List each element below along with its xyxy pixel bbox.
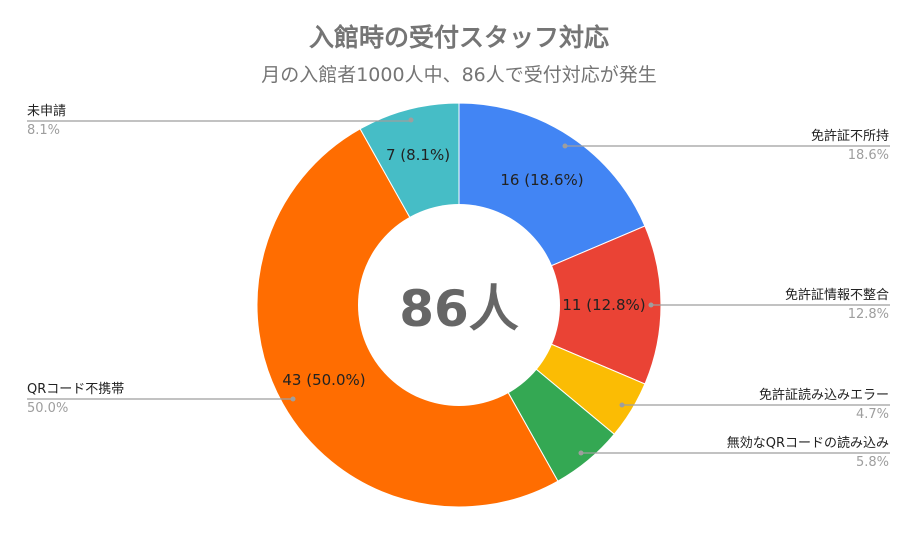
donut-hole xyxy=(358,204,560,406)
legend-label-yomikomi-error: 免許証読み込みエラー xyxy=(758,388,889,403)
legend-pct-menkyo-fushoji: 18.6% xyxy=(847,148,889,163)
chart-subtitle: 月の入館者1000人中、86人で受付対応が発生 xyxy=(261,64,657,86)
slice-value-misshinsei: 7 (8.1%) xyxy=(385,146,451,164)
leader-dot xyxy=(290,396,296,402)
leader-lines xyxy=(27,117,890,456)
center-total: 86人 xyxy=(399,280,519,338)
leader-dot xyxy=(619,402,625,408)
legend-pct-muko-qr: 5.8% xyxy=(855,455,889,470)
legend-label-qr-fukeitai: QRコード不携帯 xyxy=(27,382,125,397)
legend-label-misshinsei: 未申請 xyxy=(27,104,67,119)
leader-dot xyxy=(562,143,568,149)
legend-label-joho-fuseigo: 免許証情報不整合 xyxy=(784,288,889,303)
leader-dot xyxy=(578,450,584,456)
slice-value-joho-fuseigo: 11 (12.8%) xyxy=(562,296,646,314)
slice-value-qr-fukeitai: 43 (50.0%) xyxy=(282,371,366,389)
legend-pct-yomikomi-error: 4.7% xyxy=(855,407,889,422)
legend-pct-joho-fuseigo: 12.8% xyxy=(847,307,889,322)
legend-label-muko-qr: 無効なQRコードの読み込み xyxy=(726,436,889,451)
leader-dot xyxy=(648,302,654,308)
leader-dot xyxy=(408,117,414,123)
legend-label-menkyo-fushoji: 免許証不所持 xyxy=(810,129,889,144)
legend-pct-misshinsei: 8.1% xyxy=(27,123,61,138)
slice-value-menkyo-fushoji: 16 (18.6%) xyxy=(500,171,584,189)
legend-pct-qr-fukeitai: 50.0% xyxy=(27,401,69,416)
chart-title: 入館時の受付スタッフ対応 xyxy=(308,23,609,52)
